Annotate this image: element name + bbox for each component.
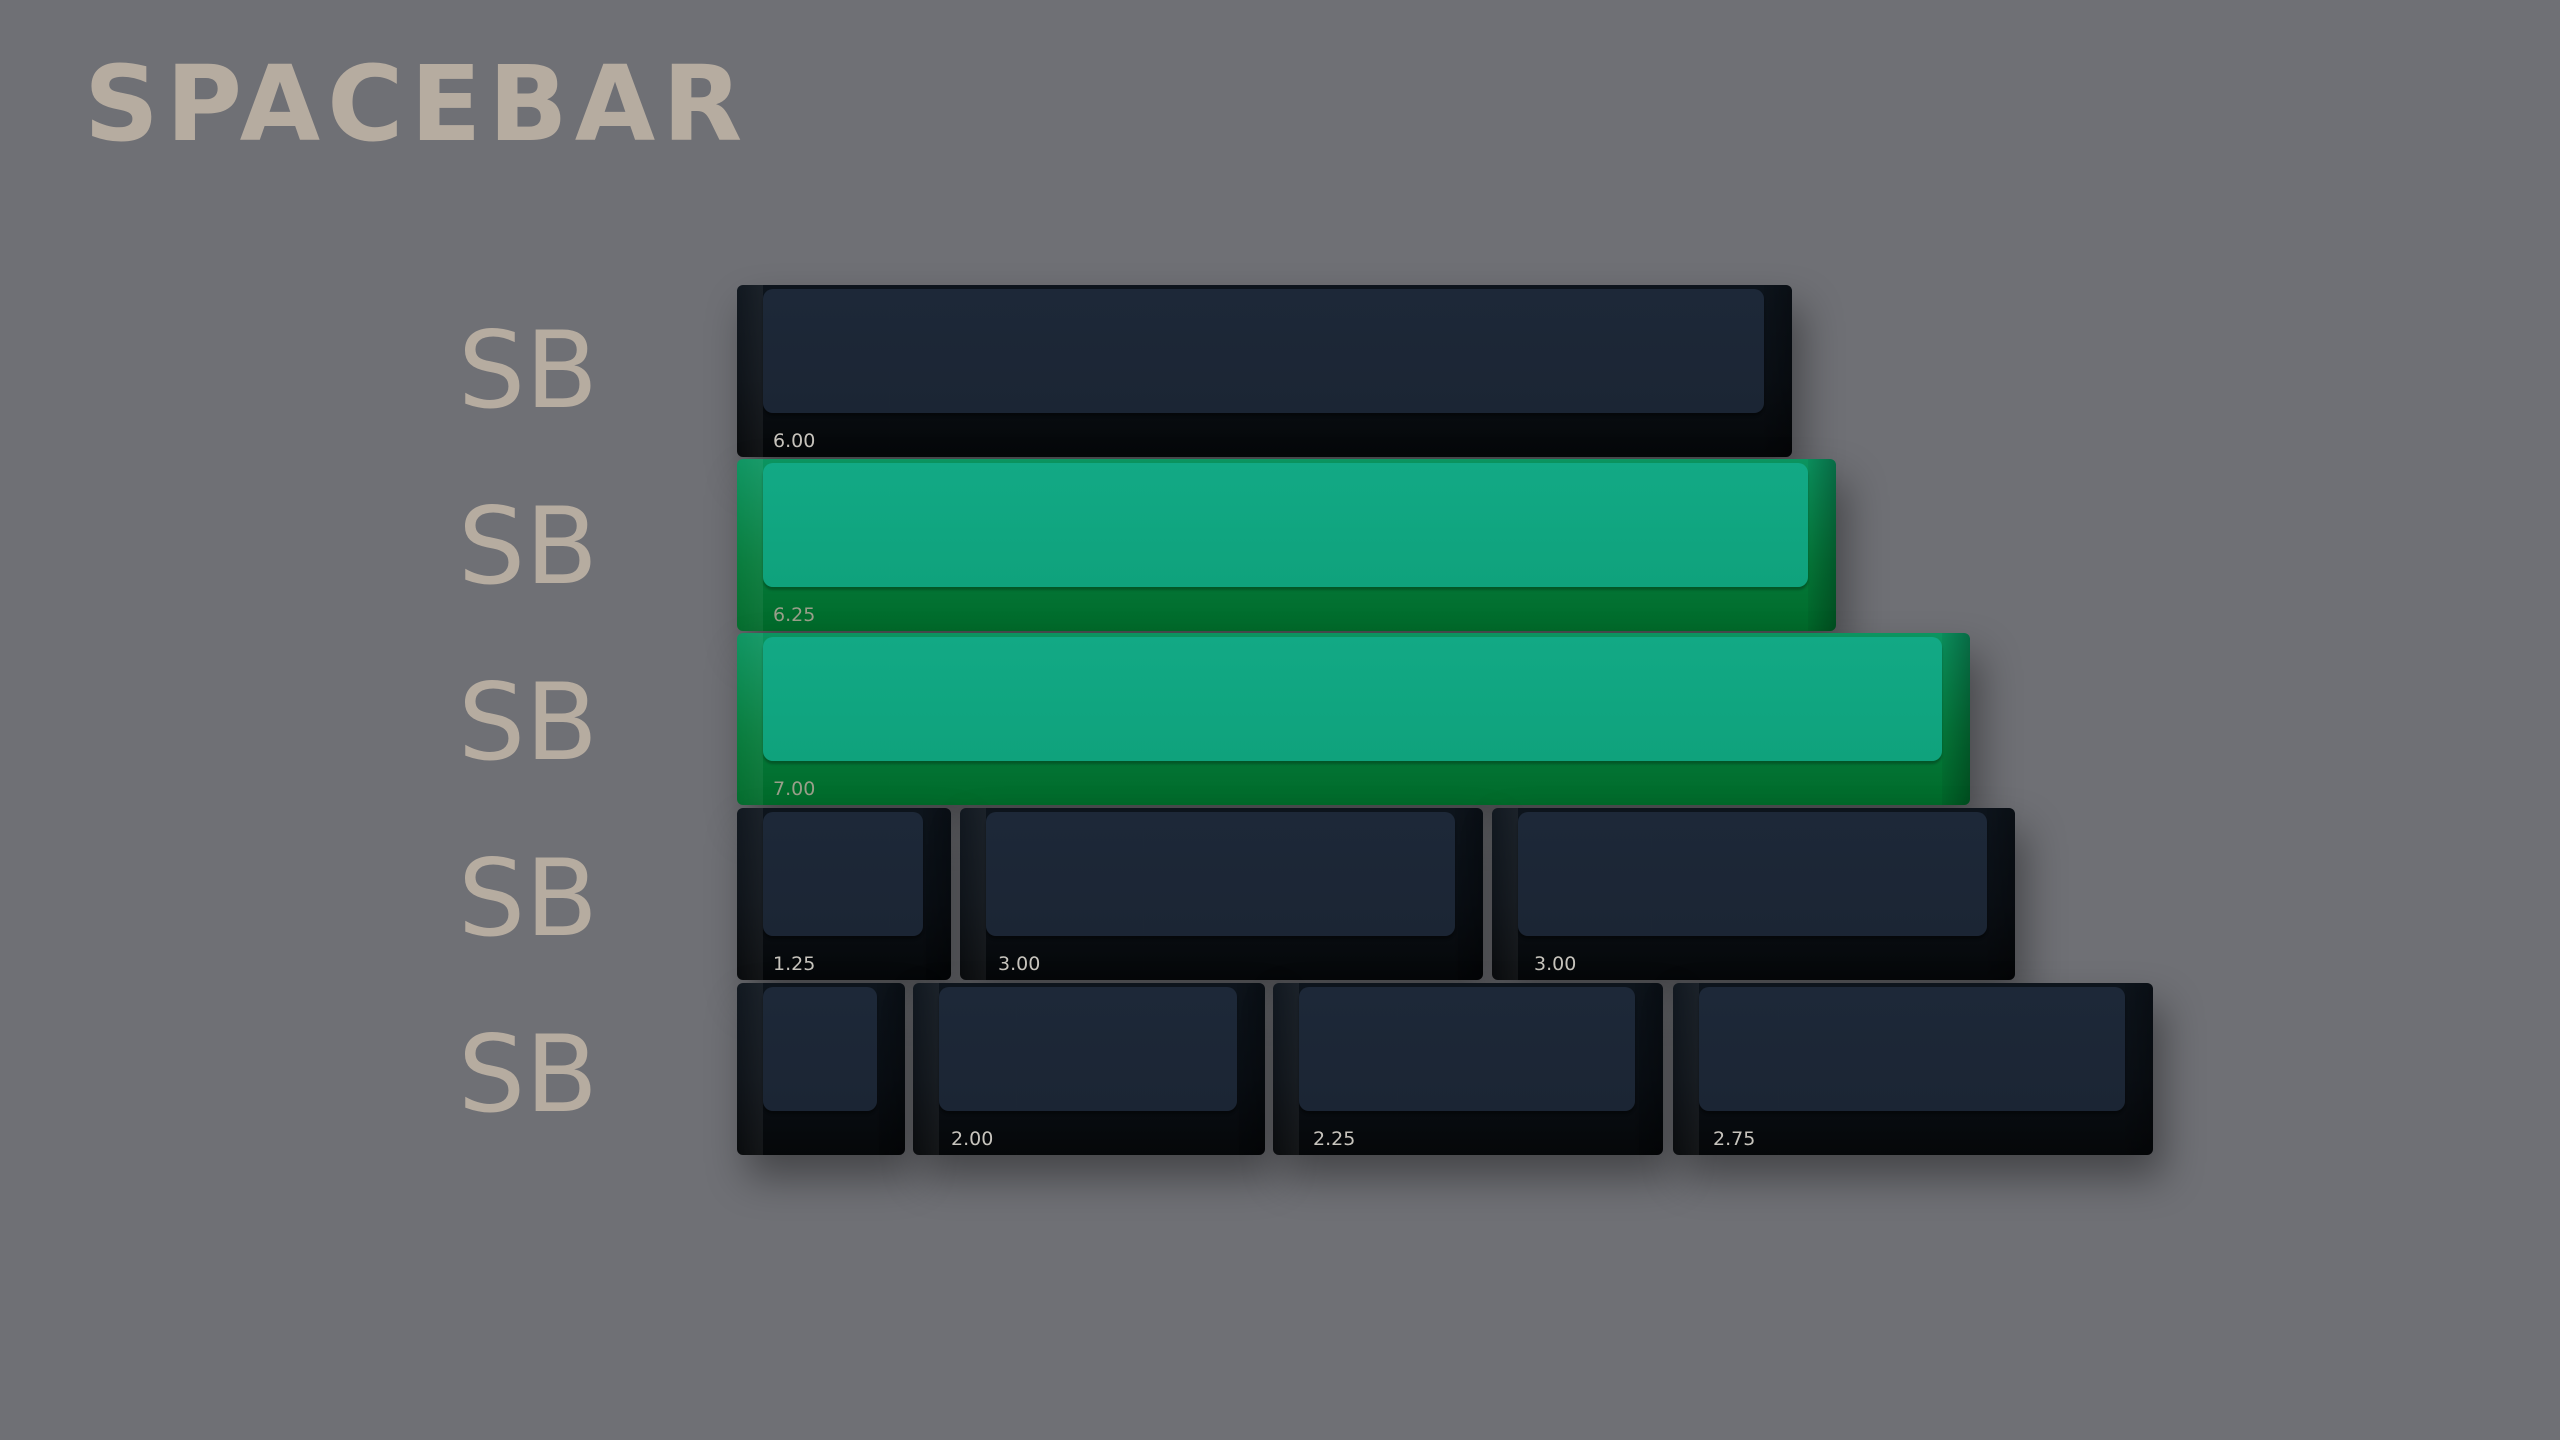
keycap-legend: 2.25 — [1313, 1128, 1356, 1150]
keycap-legend: 2.00 — [951, 1128, 994, 1150]
keycap-legend: 6.00 — [773, 430, 816, 452]
row-label-3: SB — [458, 661, 599, 784]
row-label-1: SB — [458, 309, 599, 432]
keycap-legend: 7.00 — [773, 778, 816, 800]
keycap-3-00u: 3.00 — [1492, 808, 2015, 980]
page-title: SPACEBAR — [84, 43, 750, 165]
row-label-2: SB — [458, 485, 599, 608]
keycap-legend: 1.25 — [773, 953, 816, 975]
row-label-4: SB — [458, 837, 599, 960]
keycap-1-25u: 1.25 — [737, 808, 951, 980]
keycap-6-25u: 6.25 — [737, 459, 1836, 631]
keycap-legend: 6.25 — [773, 604, 816, 626]
row-label-5: SB — [458, 1013, 599, 1136]
keycap-7-00u: 7.00 — [737, 633, 1970, 805]
keycap-legend: 3.00 — [998, 953, 1041, 975]
keycap-legend: 3.00 — [1534, 953, 1577, 975]
keycap-2-25u: 2.25 — [1273, 983, 1663, 1155]
keycap-3-00u: 3.00 — [960, 808, 1483, 980]
keycap-legend: 2.75 — [1713, 1128, 1756, 1150]
keycap-1-00u — [737, 983, 905, 1155]
keycap-2-00u: 2.00 — [913, 983, 1265, 1155]
keycap-6-00u: 6.00 — [737, 285, 1792, 457]
keycap-2-75u: 2.75 — [1673, 983, 2153, 1155]
